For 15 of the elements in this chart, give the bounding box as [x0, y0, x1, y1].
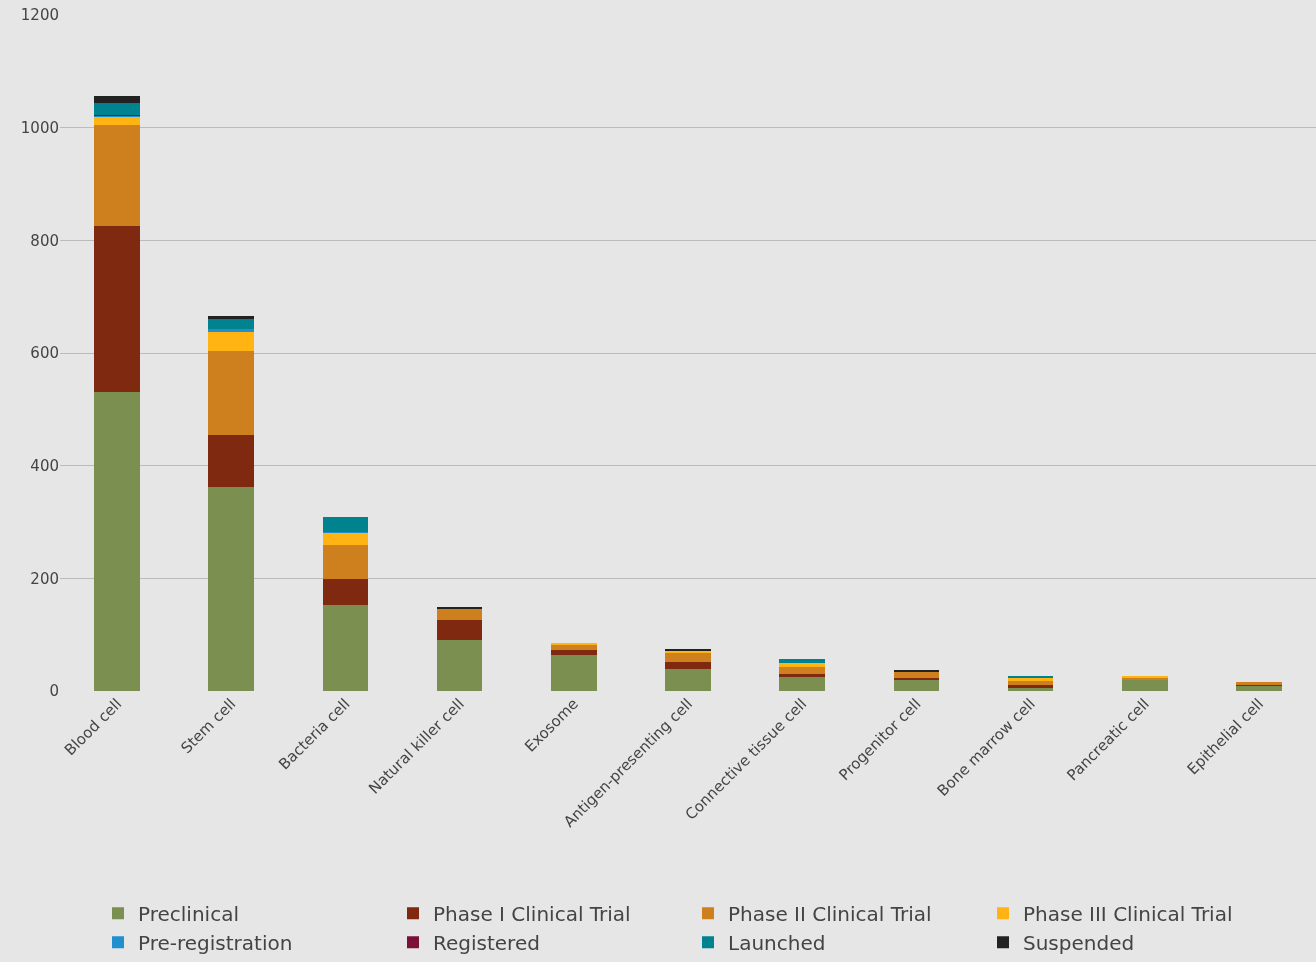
legend-label: Suspended — [1023, 931, 1135, 956]
legend-label: Launched — [728, 931, 826, 956]
legend-label: Phase III Clinical Trial — [1023, 902, 1233, 927]
y-tick-label: 1000 — [20, 118, 59, 137]
legend-label: Phase II Clinical Trial — [728, 902, 932, 927]
y-tick-label: 400 — [30, 456, 59, 475]
y-tick-label: 0 — [49, 682, 59, 701]
legend-label: Registered — [433, 931, 540, 956]
y-tick-label: 600 — [30, 344, 59, 363]
legend-label: Phase I Clinical Trial — [433, 902, 631, 927]
y-tick-label: 200 — [30, 569, 59, 588]
legend-label: Pre-registration — [138, 931, 293, 956]
y-tick-label: 800 — [30, 231, 59, 250]
legend-label: Preclinical — [138, 902, 239, 927]
y-tick-label: 1200 — [20, 6, 59, 25]
